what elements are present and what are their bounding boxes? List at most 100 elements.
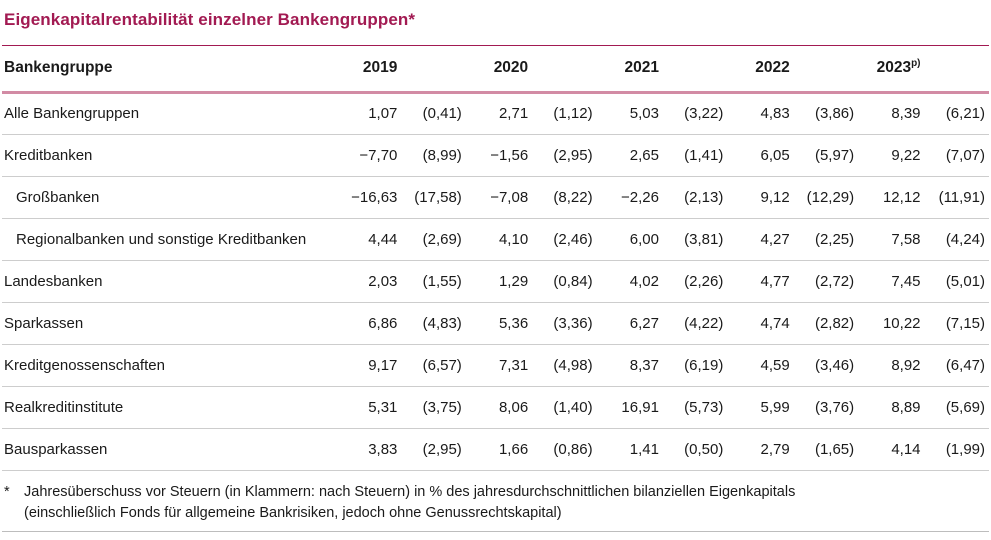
table-header-row: Bankengruppe 2019 2020 2021 2022 2023p) <box>2 46 989 94</box>
value-before-tax: −16,63 <box>335 176 398 219</box>
table-row: Bausparkassen 3,83 (2,95) 1,66 (0,86) 1,41 (0,… <box>2 428 989 471</box>
value-before-tax: 16,91 <box>596 386 659 429</box>
value-after-tax: (7,15) <box>920 302 989 345</box>
year-label: 2022 <box>755 59 790 77</box>
value-after-tax: (2,26) <box>658 260 728 303</box>
value-before-tax: 9,12 <box>727 176 790 219</box>
value-after-tax: (3,22) <box>658 92 728 135</box>
value-before-tax: 6,05 <box>727 134 790 177</box>
value-before-tax: 4,77 <box>727 260 790 303</box>
column-header-year: 2023p) <box>858 46 921 94</box>
value-before-tax: 9,22 <box>858 134 921 177</box>
value-before-tax: 1,29 <box>465 260 529 303</box>
value-before-tax: 4,59 <box>727 344 790 387</box>
value-after-tax: (2,72) <box>789 260 859 303</box>
column-header-year: 2019 <box>335 46 398 94</box>
year-label: 2020 <box>493 59 529 77</box>
value-after-tax: (2,95) <box>528 134 597 177</box>
value-before-tax: 5,03 <box>596 92 659 135</box>
value-before-tax: 4,44 <box>335 218 398 261</box>
footnote-marker: * <box>4 483 10 500</box>
banking-groups-table: Bankengruppe 2019 2020 2021 2022 2023p) Alle… <box>2 46 989 471</box>
footnote: * Jahresüberschuss vor Steuern (in Klamm… <box>2 482 989 524</box>
value-after-tax: (8,99) <box>397 134 466 177</box>
value-before-tax: 2,65 <box>596 134 659 177</box>
year-label: 2021 <box>624 59 659 77</box>
year-label: 2023 <box>876 59 912 77</box>
row-label: Sparkassen <box>2 302 336 345</box>
value-after-tax: (0,86) <box>528 428 597 471</box>
table-row: Realkreditinstitute 5,31 (3,75) 8,06 (1,40) 1… <box>2 386 989 429</box>
column-header-spacer <box>658 46 728 94</box>
value-after-tax: (0,84) <box>528 260 597 303</box>
value-before-tax: 4,27 <box>727 218 790 261</box>
value-before-tax: 9,17 <box>335 344 398 387</box>
value-before-tax: 1,66 <box>465 428 529 471</box>
value-after-tax: (8,22) <box>528 176 597 219</box>
value-before-tax: −7,08 <box>465 176 529 219</box>
table-row: Kreditgenossenschaften 9,17 (6,57) 7,31 (4,9… <box>2 344 989 387</box>
value-after-tax: (2,13) <box>658 176 728 219</box>
row-label: Großbanken <box>2 176 336 219</box>
column-header-spacer <box>397 46 466 94</box>
value-after-tax: (5,73) <box>658 386 728 429</box>
value-before-tax: 8,06 <box>465 386 529 429</box>
value-after-tax: (2,95) <box>397 428 466 471</box>
table-row: Sparkassen 6,86 (4,83) 5,36 (3,36) 6,27 (4,22)… <box>2 302 989 345</box>
value-before-tax: 1,07 <box>335 92 398 135</box>
value-before-tax: 5,36 <box>465 302 529 345</box>
table-row: Regionalbanken und sonstige Kreditbanken… <box>2 218 989 261</box>
row-label: Kreditgenossenschaften <box>2 344 336 387</box>
column-header-spacer <box>920 46 989 94</box>
value-after-tax: (3,81) <box>658 218 728 261</box>
value-before-tax: 12,12 <box>858 176 921 219</box>
value-before-tax: 4,14 <box>858 428 921 471</box>
value-after-tax: (5,69) <box>920 386 989 429</box>
page-title: Eigenkapitalrentabilität einzelner Banke… <box>4 10 416 29</box>
value-after-tax: (2,25) <box>789 218 859 261</box>
row-label: Regionalbanken und sonstige Kreditbanken <box>2 218 336 261</box>
table-row: Großbanken −16,63 (17,58) −7,08 (8,22) −2,26(… <box>2 176 989 219</box>
value-before-tax: 7,31 <box>465 344 529 387</box>
value-after-tax: (1,55) <box>397 260 466 303</box>
value-before-tax: 4,83 <box>727 92 790 135</box>
value-after-tax: (2,69) <box>397 218 466 261</box>
row-label: Kreditbanken <box>2 134 336 177</box>
value-after-tax: (3,46) <box>789 344 859 387</box>
value-after-tax: (4,22) <box>658 302 728 345</box>
value-after-tax: (6,21) <box>920 92 989 135</box>
value-after-tax: (5,97) <box>789 134 859 177</box>
value-after-tax: (1,99) <box>920 428 989 471</box>
footnote-line-2: (einschließlich Fonds für allgemeine Ban… <box>24 504 562 521</box>
value-before-tax: 6,86 <box>335 302 398 345</box>
value-after-tax: (1,40) <box>528 386 597 429</box>
value-before-tax: 2,79 <box>727 428 790 471</box>
row-label: Bausparkassen <box>2 428 336 471</box>
value-before-tax: −2,26 <box>596 176 659 219</box>
value-before-tax: 8,37 <box>596 344 659 387</box>
value-before-tax: 4,10 <box>465 218 529 261</box>
value-after-tax: (0,50) <box>658 428 728 471</box>
value-after-tax: (7,07) <box>920 134 989 177</box>
value-after-tax: (4,98) <box>528 344 597 387</box>
value-before-tax: 6,27 <box>596 302 659 345</box>
bottom-rule <box>2 530 989 532</box>
title-block: Eigenkapitalrentabilität einzelner Banke… <box>2 0 989 46</box>
footnote-line-1: Jahresüberschuss vor Steuern (in Klammer… <box>24 483 796 500</box>
row-label: Landesbanken <box>2 260 336 303</box>
value-after-tax: (6,47) <box>920 344 989 387</box>
value-before-tax: −1,56 <box>465 134 529 177</box>
year-label: 2019 <box>362 59 398 77</box>
value-after-tax: (3,36) <box>528 302 597 345</box>
column-header-spacer <box>789 46 859 94</box>
value-before-tax: 7,45 <box>858 260 921 303</box>
value-after-tax: (1,12) <box>528 92 597 135</box>
value-before-tax: 2,71 <box>465 92 529 135</box>
value-before-tax: 8,92 <box>858 344 921 387</box>
table-row: Alle Bankengruppen 1,07 (0,41) 2,71 (1,12) 5,… <box>2 92 989 135</box>
value-before-tax: 6,00 <box>596 218 659 261</box>
value-after-tax: (4,24) <box>920 218 989 261</box>
value-after-tax: (5,01) <box>920 260 989 303</box>
value-before-tax: 7,58 <box>858 218 921 261</box>
